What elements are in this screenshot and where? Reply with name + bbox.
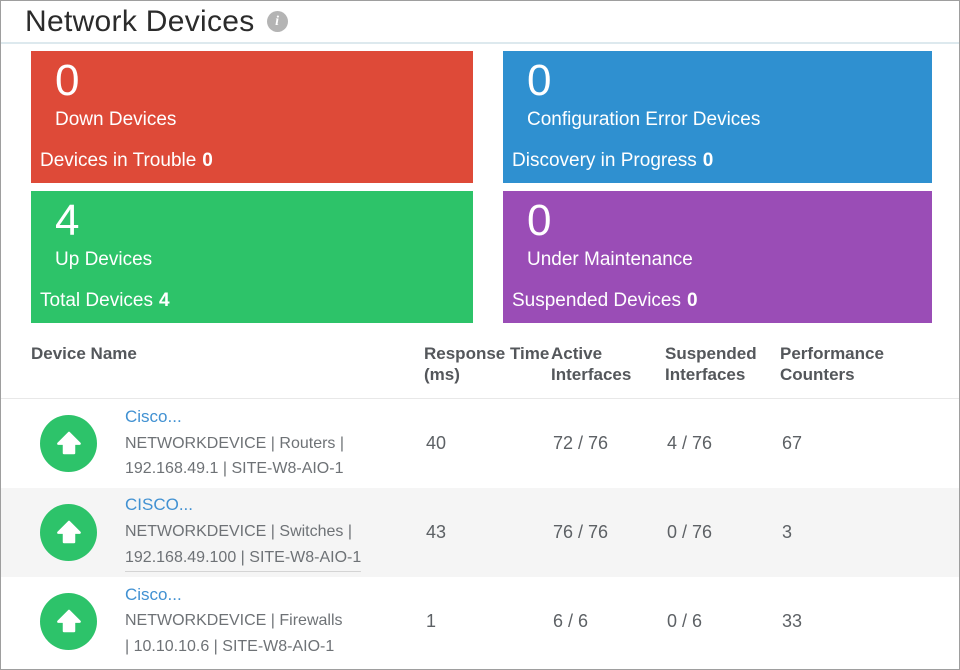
card-footer-label: Devices in Trouble	[40, 150, 197, 171]
card-footer-label: Suspended Devices	[512, 290, 681, 311]
card-footer-value: 0	[687, 290, 698, 311]
response-time-cell: 40	[426, 432, 447, 453]
info-icon[interactable]: i	[266, 11, 288, 32]
card-label: Under Maintenance	[527, 249, 693, 271]
status-up-icon	[40, 503, 97, 561]
device-detail-line-2: 192.168.49.100 | SITE-W8-AIO-1	[125, 545, 362, 572]
card-label: Up Devices	[55, 249, 153, 271]
device-cell: Cisco... NETWORKDEVICE | Routers | 192.1…	[1, 404, 424, 482]
widget-header: Network Devices i	[1, 1, 959, 44]
card-label: Configuration Error Devices	[527, 109, 761, 131]
suspended-interfaces-cell: 0 / 76	[667, 521, 713, 542]
card-count: 0	[527, 196, 552, 245]
active-interfaces-cell: 6 / 6	[553, 610, 589, 631]
card-count: 0	[527, 56, 552, 105]
active-interfaces-cell: 76 / 76	[553, 521, 609, 542]
table-row: Cisco... NETWORKDEVICE | Routers | 192.1…	[1, 399, 959, 488]
card-count: 0	[55, 56, 80, 105]
device-info: Cisco... NETWORKDEVICE | Routers | 192.1…	[125, 404, 344, 482]
card-footer-value: 0	[202, 150, 213, 171]
table-header-row: Device Name Response Time (ms) Active In…	[1, 331, 959, 399]
card-footer: Suspended Devices 0	[512, 290, 698, 312]
device-name-link[interactable]: Cisco...	[125, 407, 182, 427]
summary-card-configuration-error-devices[interactable]: 0 Configuration Error Devices Discovery …	[503, 51, 932, 183]
active-interfaces-cell: 72 / 76	[553, 432, 609, 453]
card-footer-value: 4	[159, 290, 170, 311]
summary-card-up-devices[interactable]: 4 Up Devices Total Devices 4	[31, 191, 473, 323]
device-detail-line-1: NETWORKDEVICE | Routers |	[125, 434, 345, 452]
device-cell: Cisco... NETWORKDEVICE | Firewalls | 10.…	[1, 582, 424, 660]
summary-card-down-devices[interactable]: 0 Down Devices Devices in Trouble 0	[31, 51, 473, 183]
device-detail-line-2: 192.168.49.1 | SITE-W8-AIO-1	[125, 460, 344, 478]
column-header-active-interfaces: Active Interfaces	[551, 331, 665, 399]
device-detail-line-1: NETWORKDEVICE | Switches |	[125, 522, 353, 540]
card-label: Down Devices	[55, 109, 177, 131]
device-detail-line-1: NETWORKDEVICE | Firewalls	[125, 612, 343, 630]
column-header-device-name: Device Name	[1, 331, 424, 399]
card-footer-label: Total Devices	[40, 290, 153, 311]
device-info: CISCO... NETWORKDEVICE | Switches | 192.…	[125, 492, 362, 572]
status-up-icon	[40, 414, 97, 472]
device-name-link[interactable]: CISCO...	[125, 495, 194, 515]
suspended-interfaces-cell: 4 / 76	[667, 432, 713, 453]
response-time-cell: 43	[426, 521, 447, 542]
performance-counters-cell: 33	[782, 610, 803, 631]
summary-cards: 0 Down Devices Devices in Trouble 0 0 Con…	[31, 51, 932, 323]
device-table: Device Name Response Time (ms) Active In…	[1, 331, 959, 666]
summary-card-under-maintenance[interactable]: 0 Under Maintenance Suspended Devices 0	[503, 191, 932, 323]
suspended-interfaces-cell: 0 / 6	[667, 610, 703, 631]
table-row: CISCO... NETWORKDEVICE | Switches | 192.…	[1, 487, 959, 577]
device-info: Cisco... NETWORKDEVICE | Firewalls | 10.…	[125, 582, 343, 660]
response-time-cell: 1	[426, 610, 437, 631]
status-up-icon	[40, 592, 97, 650]
page-title: Network Devices	[25, 4, 255, 38]
card-footer: Discovery in Progress 0	[512, 150, 713, 172]
device-detail-line-2: | 10.10.10.6 | SITE-W8-AIO-1	[125, 638, 335, 656]
device-name-link[interactable]: Cisco...	[125, 584, 182, 604]
card-footer-label: Discovery in Progress	[512, 150, 697, 171]
table-row: Cisco... NETWORKDEVICE | Firewalls | 10.…	[1, 577, 959, 666]
card-footer-value: 0	[702, 150, 714, 171]
column-header-performance-counters: Performance Counters	[780, 331, 959, 399]
column-header-response-time: Response Time (ms)	[424, 331, 551, 399]
performance-counters-cell: 67	[782, 432, 803, 453]
column-header-suspended-interfaces: Suspended Interfaces	[665, 331, 780, 399]
card-footer: Devices in Trouble 0	[40, 150, 213, 172]
card-footer: Total Devices 4	[40, 290, 170, 312]
performance-counters-cell: 3	[782, 521, 793, 542]
card-count: 4	[55, 196, 80, 245]
device-cell: CISCO... NETWORKDEVICE | Switches | 192.…	[1, 492, 424, 572]
